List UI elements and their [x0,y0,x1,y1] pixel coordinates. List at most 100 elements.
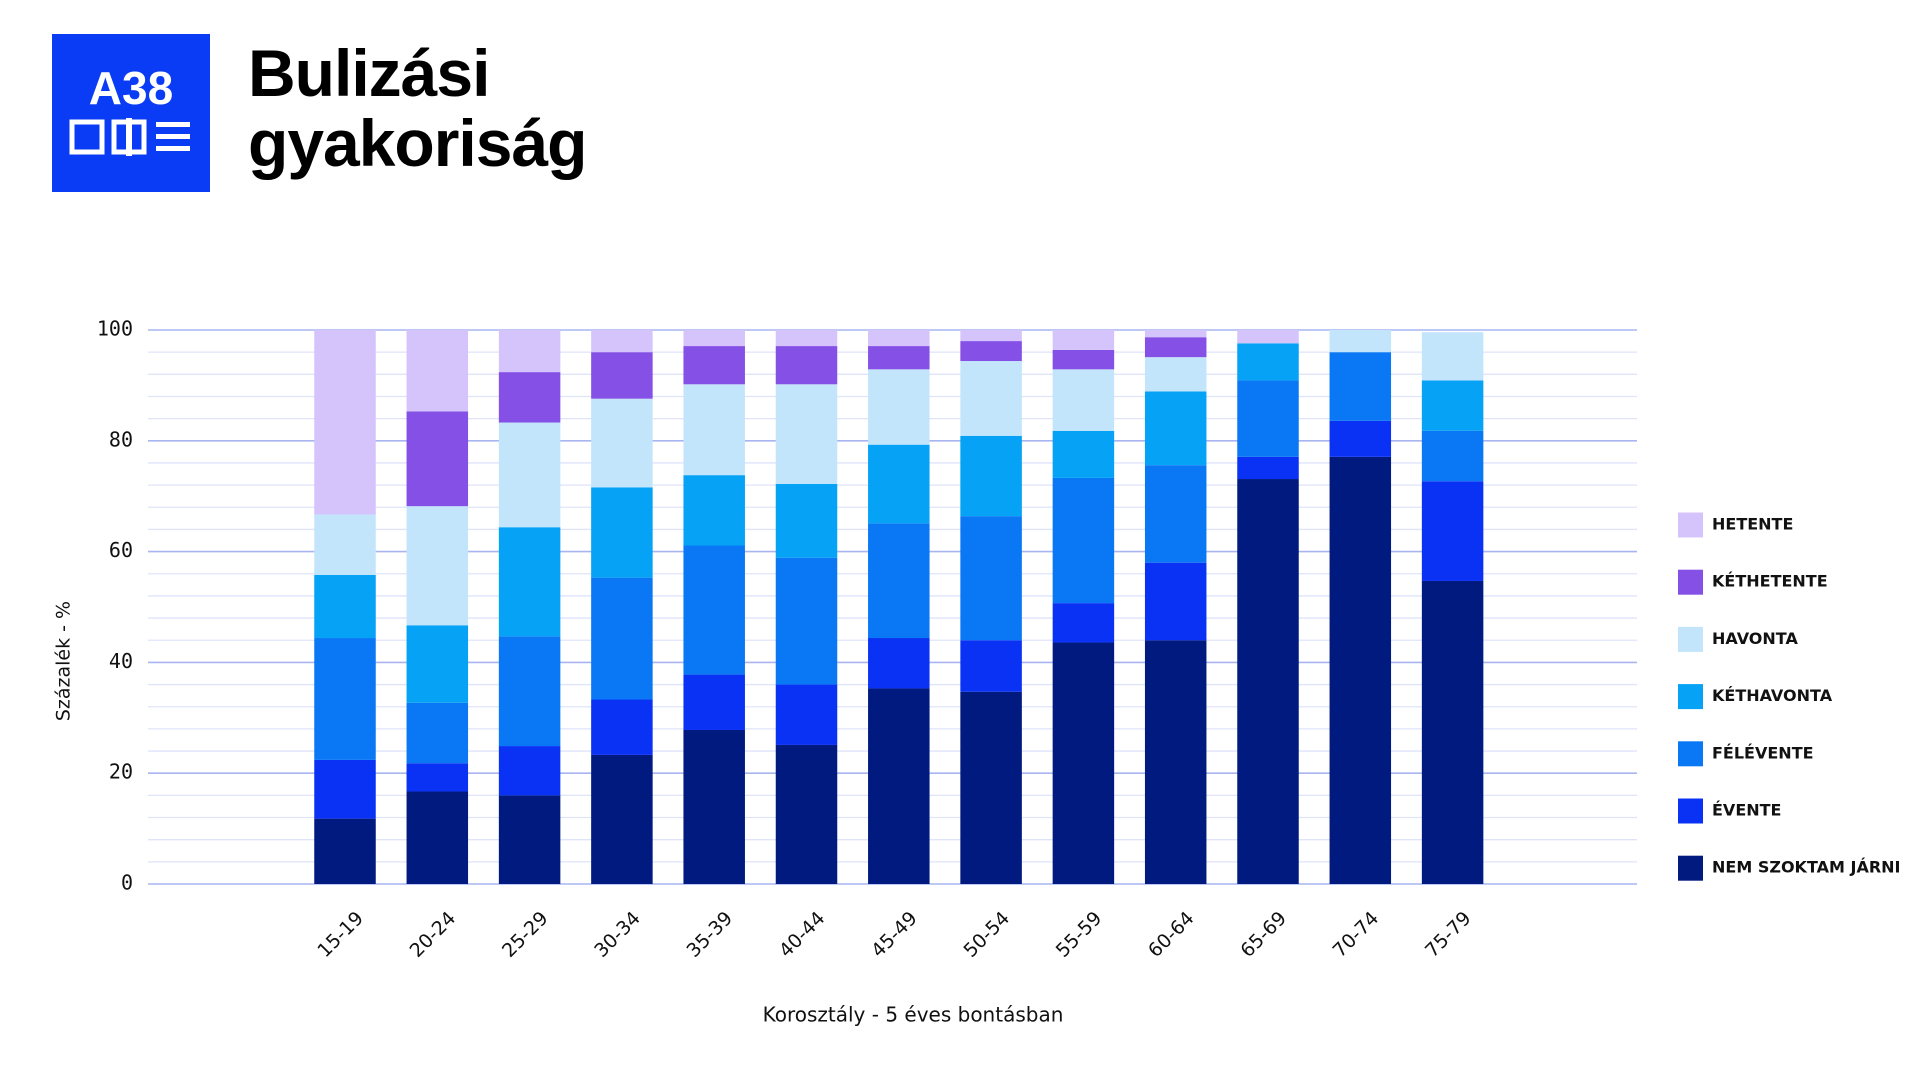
bar-segment [314,514,376,575]
bar-segment [591,754,653,884]
legend-swatch [1678,512,1703,538]
bar-segment [498,636,561,747]
bar-segment [1052,349,1115,370]
x-tick-label: 40-44 [775,907,830,962]
x-tick-label: 65-69 [1236,907,1291,962]
bar-segment [406,330,469,412]
y-tick-label: 60 [109,538,133,562]
bar-segment [1329,456,1392,884]
logo-glyphs [69,118,190,156]
bar-segment [1237,456,1299,480]
x-tick-label: 20-24 [406,907,461,962]
y-axis-label: Százalék - % [53,601,75,721]
x-tick-label: 35-39 [683,907,738,962]
bar-segment [775,484,838,558]
bar-segment [960,361,1022,436]
bar-segment [868,369,930,445]
bar-segment [591,487,653,578]
legend-label: KÉTHETENTE [1712,572,1828,591]
bar-segment [1329,420,1392,457]
bar-segment [1144,337,1207,358]
bar-segment [868,638,930,689]
bar-segment [1144,391,1207,466]
x-tick-label: 50-54 [959,907,1014,962]
bar-segment [683,729,745,884]
bar-segment [960,691,1022,884]
bar-segment [591,398,653,488]
bar-segment [1144,562,1207,641]
x-tick-label: 55-59 [1052,907,1107,962]
bar-segment [591,330,653,353]
bar-segment [960,330,1022,342]
bar-segment [683,475,745,546]
bar-segment [406,763,469,792]
bar-segment [314,330,376,515]
x-tick-label: 15-19 [313,907,368,962]
legend-swatch [1678,626,1703,652]
bar-segment [683,384,745,476]
bar-segment [868,444,930,524]
bar-segment [683,346,745,385]
x-tick-label: 45-49 [867,907,922,962]
bar-segment [1237,343,1299,381]
bar-segment [1421,332,1484,381]
x-tick-label: 30-34 [590,907,645,962]
x-axis-label: Korosztály - 5 éves bontásban [763,1003,1064,1027]
legend-label: NEM SZOKTAM JÁRNI [1712,858,1900,877]
y-tick-label: 40 [109,649,133,673]
bar-segment [868,330,930,347]
bar-segment [775,346,838,385]
x-tick-label: 70-74 [1329,907,1384,962]
bar-segment [1237,380,1299,457]
bar-segment [314,818,376,884]
logo-box [52,34,210,192]
y-tick-label: 80 [109,427,133,451]
bar-segment [498,746,561,796]
bar-segment [775,744,838,884]
legend-label: HETENTE [1712,515,1793,534]
bar-segment [498,372,561,423]
y-tick-label: 0 [121,871,133,895]
logo-text: A38 [89,62,173,114]
bar-segment [406,791,469,884]
bar-segment [775,384,838,485]
bar-segment [960,516,1022,641]
bar-segment [1052,477,1115,604]
bar-segment [1421,380,1484,431]
bar-segment [406,506,469,626]
bar-segment [498,795,561,884]
bar-segment [1144,330,1207,338]
bar-segment [406,702,469,764]
legend-label: HAVONTA [1712,629,1798,648]
bar-segment [314,638,376,760]
bar-segment [1421,481,1484,581]
bar-segment [498,527,561,637]
x-tick-label: 75-79 [1421,907,1476,962]
x-tick-label: 25-29 [498,907,553,962]
bar-segment [868,346,930,370]
bar-segment [960,640,1022,692]
bar-segment [775,557,838,685]
legend-swatch [1678,741,1703,767]
bar-segment [314,759,376,819]
bar-segment [591,699,653,755]
bar-segment [1144,357,1207,392]
bar-segment [1329,330,1392,353]
bar-segment [1329,352,1392,421]
bar-segment [775,330,838,347]
bar-segment [775,684,838,745]
bar-segment [683,674,745,730]
legend-swatch [1678,798,1703,824]
bar-segment [1421,580,1484,884]
bar-segment [1144,640,1207,884]
bar-segment [1144,465,1207,563]
bar-segment [868,688,930,884]
bar-segment [406,625,469,703]
bar-segment [1052,369,1115,431]
legend-swatch [1678,684,1703,710]
bar-segment [1421,430,1484,482]
bar-segment [1052,642,1115,884]
bar-segment [960,435,1022,517]
